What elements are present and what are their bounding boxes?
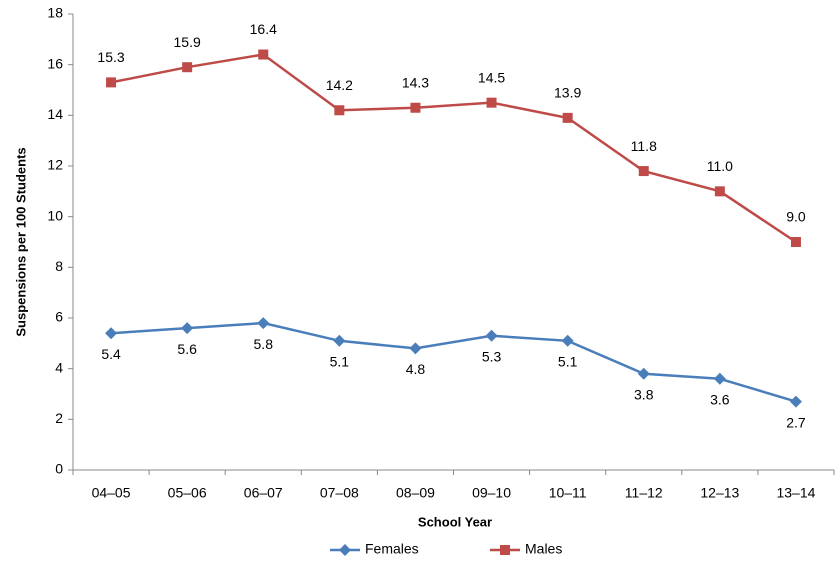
data-label: 14.2 [326, 77, 353, 93]
marker [789, 395, 802, 408]
data-label: 11.0 [707, 158, 733, 174]
data-label: 14.5 [478, 69, 505, 85]
data-label: 15.9 [174, 34, 201, 50]
data-label: 3.8 [634, 386, 654, 402]
marker [181, 322, 194, 335]
data-label: 4.8 [406, 361, 426, 377]
x-tick-label: 09–10 [472, 485, 511, 501]
marker [561, 334, 574, 347]
y-tick-label: 10 [47, 207, 63, 223]
marker [485, 329, 498, 342]
x-tick-label: 05–06 [168, 485, 207, 501]
data-label: 5.1 [330, 354, 350, 370]
marker [333, 334, 346, 347]
y-tick-label: 12 [47, 157, 63, 173]
y-tick-label: 0 [55, 461, 63, 477]
x-tick-label: 10–11 [549, 485, 587, 501]
y-tick-label: 16 [47, 55, 63, 71]
data-label: 3.6 [710, 392, 730, 408]
x-tick-label: 07–08 [320, 485, 359, 501]
marker [486, 97, 497, 108]
x-tick-label: 06–07 [244, 485, 283, 501]
marker [182, 62, 193, 73]
x-tick-label: 04–05 [92, 485, 131, 501]
y-tick-label: 14 [47, 106, 63, 122]
y-axis-title: Suspensions per 100 Students [13, 147, 28, 336]
y-tick-label: 4 [55, 359, 63, 375]
x-tick-label: 13–14 [776, 485, 815, 501]
marker [258, 49, 269, 60]
marker [500, 545, 510, 555]
data-label: 15.3 [97, 49, 124, 65]
data-label: 14.3 [402, 74, 429, 90]
x-tick-label: 11–12 [625, 485, 663, 501]
marker [105, 327, 118, 340]
data-label: 5.8 [254, 336, 274, 352]
marker [638, 166, 649, 177]
line [110, 321, 797, 403]
marker [562, 112, 573, 123]
x-axis-title: School Year [418, 514, 492, 529]
legend-label: Females [365, 541, 419, 557]
legend-label: Males [525, 541, 562, 557]
line [110, 53, 797, 244]
marker [257, 317, 270, 330]
data-label: 5.3 [482, 348, 502, 364]
marker [790, 237, 801, 247]
marker [714, 186, 725, 197]
marker [106, 77, 117, 88]
y-tick-label: 18 [47, 5, 63, 21]
data-label: 5.4 [101, 346, 121, 362]
y-tick-label: 8 [55, 258, 63, 274]
marker [339, 544, 351, 556]
data-label: 5.1 [558, 354, 578, 370]
x-tick-label: 08–09 [396, 485, 435, 501]
data-label: 16.4 [250, 21, 277, 37]
data-label: 2.7 [786, 414, 806, 430]
x-tick-label: 12–13 [700, 485, 739, 501]
marker [410, 102, 421, 113]
marker [713, 372, 726, 385]
data-label: 5.6 [177, 341, 197, 357]
y-tick-label: 6 [55, 309, 63, 325]
data-label: 9.0 [786, 209, 806, 225]
marker [409, 342, 422, 355]
marker [637, 367, 650, 380]
marker [334, 105, 345, 116]
data-label: 11.8 [631, 138, 657, 154]
y-tick-label: 2 [55, 410, 63, 426]
data-label: 13.9 [554, 85, 581, 101]
